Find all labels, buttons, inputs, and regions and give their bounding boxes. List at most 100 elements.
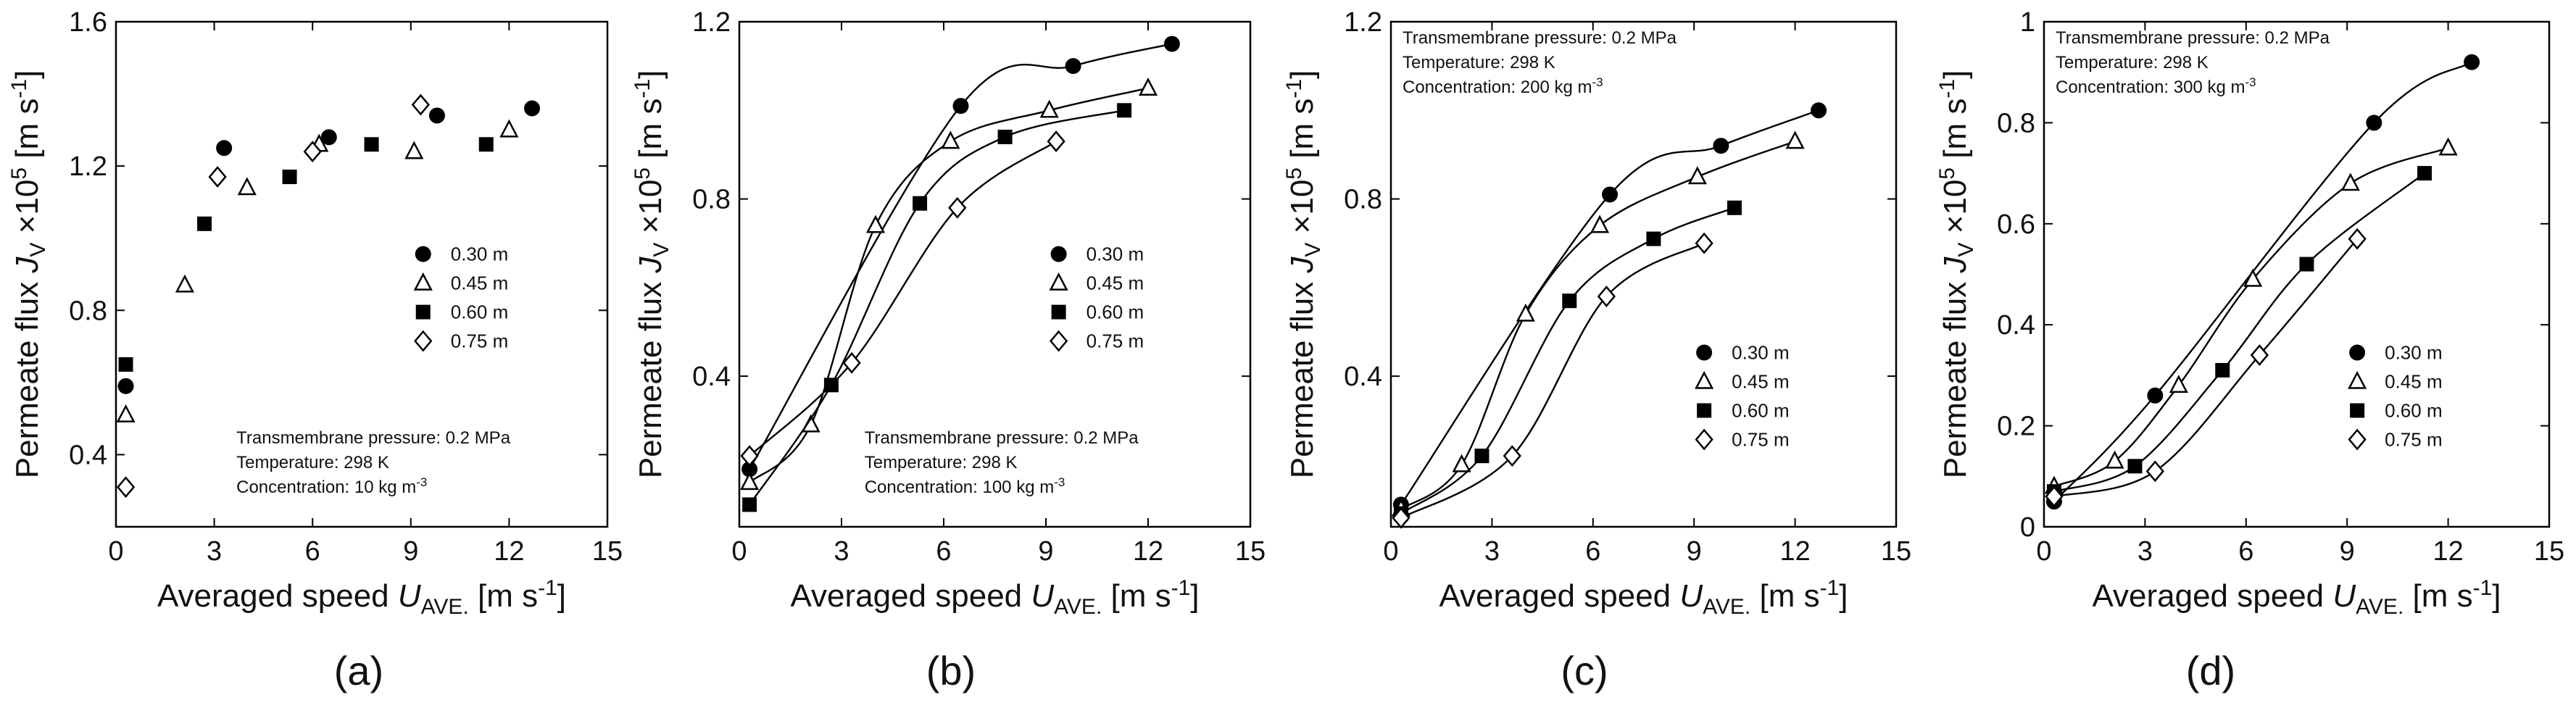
legend-marker bbox=[1695, 428, 1713, 451]
data-point bbox=[1392, 507, 1410, 529]
x-tick-label: 15 bbox=[1881, 536, 1911, 567]
annotation-line: Concentration: 200 kg m-3 bbox=[1403, 75, 1603, 97]
data-point bbox=[2366, 114, 2382, 131]
x-tick-label: 15 bbox=[592, 536, 623, 567]
legend-marker bbox=[1697, 403, 1712, 418]
data-point bbox=[941, 130, 960, 149]
y-tick-label: 0.8 bbox=[69, 296, 107, 326]
data-point bbox=[1727, 200, 1742, 215]
x-tick-label: 9 bbox=[1687, 536, 1702, 567]
legend-label: 0.75 m bbox=[1732, 429, 1790, 451]
x-tick-label: 0 bbox=[108, 536, 123, 567]
plot-frame bbox=[738, 20, 1252, 528]
annotation-line: Transmembrane pressure: 0.2 MPa bbox=[2056, 28, 2330, 48]
data-point bbox=[524, 100, 541, 117]
legend: 0.30 m 0.45 m 0.60 m 0.75 m bbox=[1049, 243, 1144, 352]
data-point bbox=[118, 357, 133, 372]
x-tick-label: 12 bbox=[2432, 536, 2463, 567]
x-tick-label: 9 bbox=[403, 536, 418, 567]
y-tick-label: 0.4 bbox=[1344, 362, 1382, 392]
series-0-60-m bbox=[118, 137, 494, 372]
y-tick-label: 0.2 bbox=[1997, 412, 2035, 442]
y-tick-label: 1 bbox=[2020, 7, 2035, 38]
x-tick-label: 6 bbox=[305, 536, 320, 567]
y-tick-label: 1.2 bbox=[69, 151, 107, 182]
legend-label: 0.45 m bbox=[2385, 371, 2443, 393]
data-point bbox=[404, 141, 424, 159]
data-point bbox=[740, 445, 759, 467]
y-axis-label: Permeate flux JV ×105 [m s-1] bbox=[7, 70, 50, 479]
chart-panel-1: 0 3 6 9 12 15 0.4 0.8 1.2 1.6 Averaged speed UAVE.… bbox=[7, 7, 623, 619]
x-tick-label: 9 bbox=[1038, 536, 1053, 567]
data-point bbox=[478, 137, 494, 152]
series-0-75-m bbox=[2045, 228, 2367, 508]
data-point bbox=[1503, 445, 1521, 467]
data-point bbox=[2045, 485, 2064, 508]
plot-frame bbox=[2043, 20, 2551, 528]
data-point bbox=[282, 170, 297, 185]
legend-marker bbox=[1050, 246, 1067, 262]
x-tick-label: 12 bbox=[1779, 536, 1810, 567]
annotation-box: Transmembrane pressure: 0.2 MPa Temperatu… bbox=[236, 428, 511, 497]
x-tick-label: 3 bbox=[834, 536, 849, 567]
data-point bbox=[952, 98, 969, 114]
x-tick-label: 15 bbox=[1235, 536, 1266, 567]
data-point bbox=[1452, 454, 1471, 472]
legend-label: 0.30 m bbox=[451, 243, 509, 265]
data-point bbox=[1602, 186, 1619, 203]
x-axis-label: Averaged speed UAVE. [m s-1] bbox=[1439, 576, 1848, 619]
data-point bbox=[1065, 58, 1081, 75]
legend-label: 0.60 m bbox=[451, 301, 509, 323]
data-point bbox=[2127, 459, 2143, 474]
data-point bbox=[2215, 362, 2230, 378]
data-point bbox=[411, 93, 430, 116]
plot-frame bbox=[1389, 20, 1898, 528]
series-curve bbox=[1400, 242, 1705, 519]
y-tick-label: 0.8 bbox=[1997, 108, 2035, 138]
series-0-30-m bbox=[741, 36, 1180, 478]
data-point bbox=[742, 497, 757, 512]
chart-panel-4: 0 3 6 9 12 15 0 0.2 0.4 0.6 0.8 1 Averaged speed UAV… bbox=[1935, 7, 2564, 619]
data-point bbox=[1047, 130, 1065, 153]
data-point bbox=[1117, 103, 1132, 118]
y-tick-label: 0.4 bbox=[692, 362, 731, 392]
legend-marker bbox=[1695, 370, 1714, 389]
data-point bbox=[2147, 387, 2164, 404]
series-0-30-m bbox=[117, 100, 541, 394]
data-point bbox=[1713, 138, 1729, 154]
data-point bbox=[2348, 228, 2367, 250]
x-axis-label: Averaged speed UAVE. [m s-1] bbox=[790, 576, 1199, 619]
data-point bbox=[741, 461, 758, 478]
series-0-60-m bbox=[2046, 166, 2432, 499]
x-tick-label: 0 bbox=[731, 536, 747, 567]
series-curve bbox=[749, 109, 1125, 506]
legend-label: 0.60 m bbox=[1732, 400, 1790, 422]
annotation-line: Transmembrane pressure: 0.2 MPa bbox=[236, 428, 511, 448]
legend-label: 0.30 m bbox=[1087, 243, 1144, 265]
legend: 0.30 m 0.45 m 0.60 m 0.75 m bbox=[413, 243, 509, 352]
legend: 0.30 m 0.45 m 0.60 m 0.75 m bbox=[1695, 342, 1790, 451]
y-tick-label: 0.4 bbox=[1997, 310, 2035, 341]
legend-marker bbox=[2348, 370, 2367, 389]
legend: 0.30 m 0.45 m 0.60 m 0.75 m bbox=[2348, 342, 2443, 451]
legend-marker bbox=[2350, 403, 2365, 418]
data-point bbox=[197, 216, 212, 231]
data-point bbox=[740, 472, 760, 491]
panel-label: (b) bbox=[926, 648, 976, 693]
x-axis-label: Averaged speed UAVE. [m s-1] bbox=[157, 576, 566, 619]
series-curve bbox=[749, 141, 1057, 457]
data-point bbox=[175, 274, 194, 293]
y-tick-label: 0.6 bbox=[1997, 209, 2035, 240]
y-tick-label: 1.2 bbox=[692, 7, 731, 38]
legend-label: 0.45 m bbox=[1087, 272, 1144, 294]
series-0-60-m bbox=[742, 103, 1132, 512]
annotation-box: Transmembrane pressure: 0.2 MPa Temperatu… bbox=[865, 428, 1139, 497]
data-point bbox=[913, 196, 928, 211]
data-point bbox=[997, 129, 1013, 144]
legend-label: 0.75 m bbox=[2385, 429, 2443, 451]
data-point bbox=[1138, 78, 1158, 96]
data-point bbox=[1474, 449, 1489, 464]
legend-marker bbox=[414, 330, 433, 352]
x-tick-label: 3 bbox=[1484, 536, 1500, 567]
